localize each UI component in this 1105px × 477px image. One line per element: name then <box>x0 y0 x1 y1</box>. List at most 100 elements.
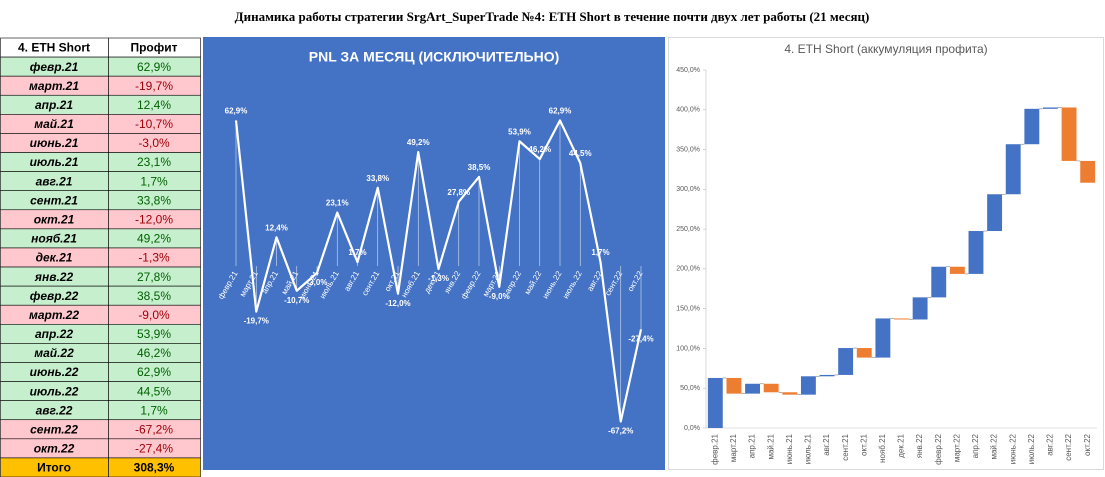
data-label: -12,0% <box>385 299 410 308</box>
table-text: март.22 <box>29 308 79 322</box>
table-text: апр.21 <box>35 98 73 112</box>
x-tick-label: апр.22 <box>971 433 980 458</box>
waterfall-bar <box>1005 144 1021 195</box>
waterfall-bar <box>838 348 854 375</box>
waterfall-panel <box>668 37 1104 470</box>
data-label: 44,5% <box>569 149 592 158</box>
waterfall-bar <box>800 376 816 395</box>
waterfall-bar <box>1080 160 1096 183</box>
table-value: -10,7% <box>135 117 173 131</box>
table-text: февр.21 <box>30 60 79 74</box>
waterfall-bar <box>894 318 909 320</box>
table-text: февр.22 <box>30 289 79 303</box>
waterfall-bar <box>912 297 928 320</box>
waterfall-bar <box>856 348 872 358</box>
data-label: -9,0% <box>489 292 510 301</box>
data-label: 49,2% <box>407 138 430 147</box>
x-tick-label: авг.21 <box>822 433 831 455</box>
y-tick-label: 400,0% <box>676 107 700 114</box>
x-tick-label: дек.21 <box>897 433 906 457</box>
data-label: 1,7% <box>591 248 609 257</box>
x-tick-label: март.21 <box>729 433 738 462</box>
waterfall-bar <box>1024 108 1040 145</box>
table-text: май.21 <box>34 117 74 131</box>
waterfall-bar <box>707 377 723 428</box>
x-tick-label: июль.21 <box>804 433 813 464</box>
table-value: 53,9% <box>137 327 171 341</box>
table-value: -27,4% <box>135 442 173 456</box>
x-tick-label: июнь.21 <box>785 433 794 464</box>
y-tick-label: 350,0% <box>676 146 700 153</box>
x-tick-label: июль.22 <box>1027 433 1036 464</box>
x-tick-label: авг.22 <box>1046 433 1055 455</box>
data-label: -3,0% <box>307 278 328 287</box>
table-value: 1,7% <box>140 174 168 188</box>
table-text: сент.21 <box>30 193 78 207</box>
x-tick-label: окт.22 <box>1083 433 1092 455</box>
table-text: окт.22 <box>34 442 75 456</box>
waterfall-bar <box>1061 107 1077 161</box>
table-value: 27,8% <box>137 270 171 284</box>
data-label: 46,2% <box>528 145 551 154</box>
table-text: июль.21 <box>30 155 79 169</box>
table-text: Итого <box>37 461 71 475</box>
table-text: март.21 <box>29 79 79 93</box>
data-label: 53,9% <box>508 127 531 136</box>
data-label: -1,3% <box>428 274 449 283</box>
table-value: 23,1% <box>137 155 171 169</box>
waterfall-bar <box>819 374 835 377</box>
table-text: июнь.21 <box>30 136 79 150</box>
table-value: -67,2% <box>135 422 173 436</box>
table-cell <box>108 457 201 477</box>
table-value: 1,7% <box>140 403 168 417</box>
table-text: нояб.21 <box>31 232 77 246</box>
table-value: 12,4% <box>137 98 171 112</box>
data-label: 62,9% <box>225 107 248 116</box>
data-label: 33,8% <box>366 174 389 183</box>
table-value: -19,7% <box>135 79 173 93</box>
data-label: -27,4% <box>628 335 653 344</box>
y-tick-label: 100,0% <box>676 345 700 352</box>
waterfall-bar <box>782 392 798 395</box>
data-label: -10,7% <box>284 296 309 305</box>
data-label: -19,7% <box>244 317 269 326</box>
table-value: 308,3% <box>134 461 175 475</box>
y-tick-label: 200,0% <box>676 266 700 273</box>
table-text: май.22 <box>34 346 74 360</box>
data-label: 12,4% <box>265 223 288 232</box>
waterfall-bar <box>1043 107 1058 109</box>
x-tick-label: март.22 <box>952 433 961 462</box>
x-tick-label: нояб.21 <box>878 433 887 462</box>
x-tick-label: апр.21 <box>748 433 757 458</box>
y-tick-label: 150,0% <box>676 306 700 313</box>
y-tick-label: 50,0% <box>680 385 700 392</box>
table-value: -9,0% <box>138 308 170 322</box>
x-tick-label: июнь.22 <box>1008 433 1017 464</box>
x-tick-label: окт.21 <box>859 433 868 455</box>
line-panel <box>203 37 665 470</box>
table-value: Профит <box>130 41 177 55</box>
table-value: -3,0% <box>138 136 170 150</box>
table-text: июль.22 <box>30 384 79 398</box>
data-label: 27,8% <box>447 188 470 197</box>
waterfall-bar <box>931 266 947 298</box>
table-value: 38,5% <box>137 289 171 303</box>
data-label: 38,5% <box>468 163 491 172</box>
y-tick-label: 250,0% <box>676 226 700 233</box>
table-text: апр.22 <box>35 327 73 341</box>
table-value: 62,9% <box>137 60 171 74</box>
data-label: 23,1% <box>326 199 349 208</box>
x-tick-label: май.22 <box>990 433 999 459</box>
data-label: 62,9% <box>549 107 572 116</box>
table-text: янв.22 <box>34 270 74 284</box>
waterfall-bar <box>745 383 760 394</box>
y-tick-label: 300,0% <box>676 186 700 193</box>
table-value: -1,3% <box>138 251 170 265</box>
table-value: 33,8% <box>137 193 171 207</box>
x-tick-label: сент.21 <box>841 433 850 460</box>
x-tick-label: февр.22 <box>934 433 943 464</box>
chart-title: PNL ЗА МЕСЯЦ (ИСКЛЮЧИТЕЛЬНО) <box>309 49 560 65</box>
table-text: сент.22 <box>30 422 78 436</box>
y-tick-label: 0,0% <box>684 425 700 432</box>
